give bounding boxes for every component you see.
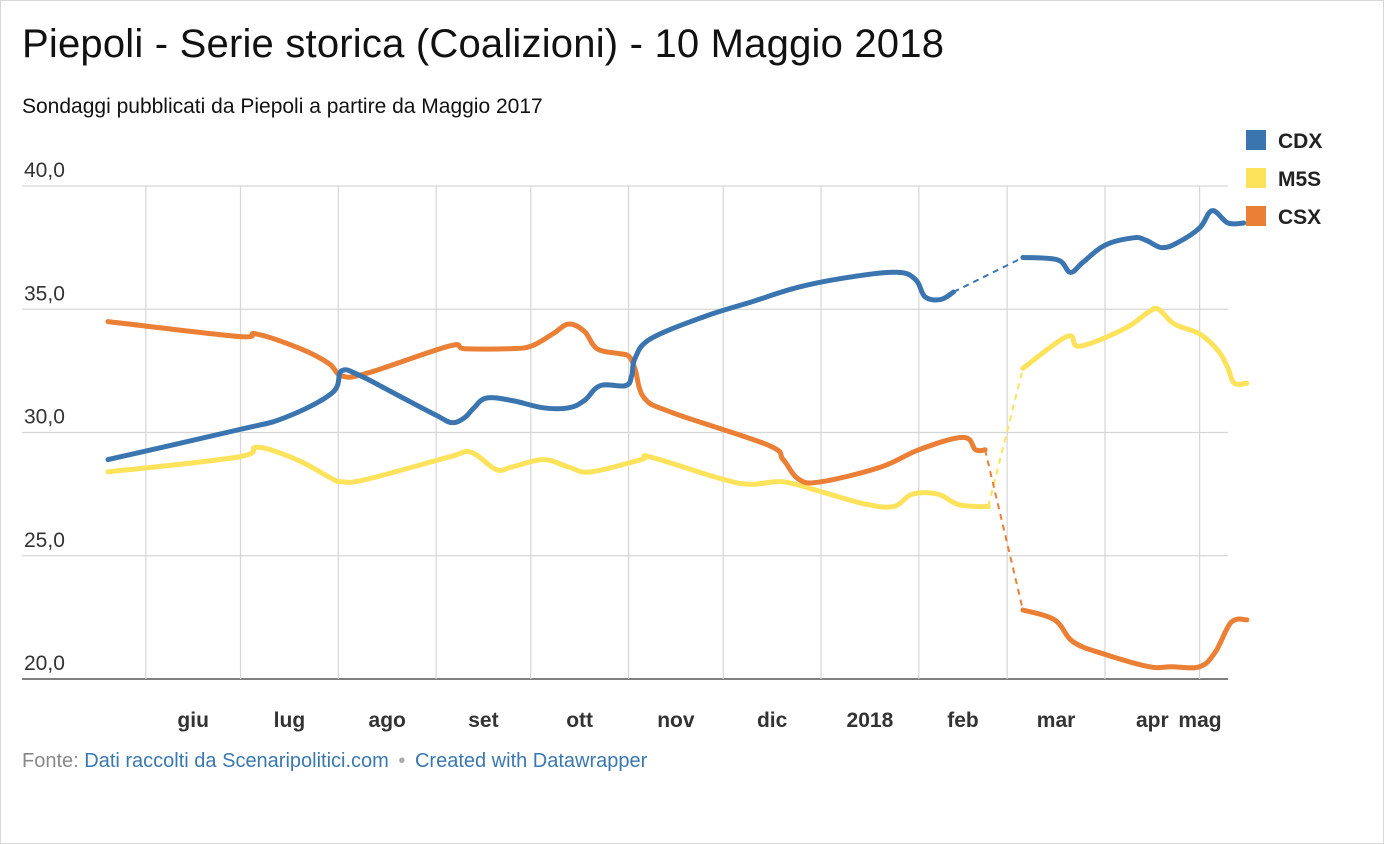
legend-swatch-cdx (1246, 130, 1266, 150)
legend-swatch-m5s (1246, 168, 1266, 188)
y-tick-labels: 20,0 25,0 30,0 35,0 40,0 (24, 159, 65, 675)
legend: CDX M5S CSX (1246, 130, 1322, 229)
x-tick-label: 2018 (847, 709, 894, 732)
footer-separator: • (398, 750, 406, 772)
chart-subtitle: Sondaggi pubblicati da Piepoli a partire… (22, 95, 543, 118)
source-label: Fonte: (22, 750, 79, 772)
chart-title: Piepoli - Serie storica (Coalizioni) - 1… (22, 22, 945, 66)
x-tick-label: giu (177, 709, 209, 732)
x-tick-label: mag (1178, 709, 1221, 732)
source-link[interactable]: Dati raccolti da Scenaripolitici.com (84, 750, 389, 772)
series-csx (105, 319, 1250, 671)
x-tick-label: apr (1136, 709, 1169, 732)
series-gap-cdx (953, 256, 1024, 293)
series-cdx (105, 208, 1247, 463)
series-line-csx-before (105, 319, 988, 486)
series-line-cdx-before (105, 269, 956, 463)
y-tick-label: 20,0 (24, 652, 65, 675)
x-tick-label: ott (566, 709, 593, 732)
series-line-csx-after (1020, 607, 1250, 671)
legend-label-cdx: CDX (1278, 130, 1322, 153)
series-gap-csx (984, 449, 1024, 611)
series-lines (105, 208, 1250, 671)
x-gridlines (145, 186, 1201, 679)
x-tick-label: ago (369, 709, 406, 732)
y-tick-label: 30,0 (24, 406, 65, 429)
legend-label-csx: CSX (1278, 206, 1321, 229)
series-line-m5s-after (1020, 305, 1250, 387)
x-tick-label: feb (947, 709, 979, 732)
x-tick-label: nov (657, 709, 695, 732)
x-tick-label: set (468, 709, 498, 732)
legend-label-m5s: M5S (1278, 168, 1321, 191)
y-tick-label: 40,0 (24, 159, 65, 182)
series-line-cdx-after (1020, 208, 1247, 275)
y-tick-label: 35,0 (24, 282, 65, 305)
datawrapper-link[interactable]: Created with Datawrapper (414, 750, 648, 772)
x-tick-labels: giu lug ago set ott nov dic 2018 feb mar apr mag (177, 709, 1221, 732)
x-tick-label: lug (274, 709, 306, 732)
footer: Fonte: Dati raccolti da Scenaripolitici.… (22, 750, 647, 773)
x-tick-label: dic (757, 709, 788, 732)
legend-swatch-csx (1246, 206, 1266, 226)
x-tick-label: mar (1037, 709, 1076, 732)
y-tick-label: 25,0 (24, 529, 65, 552)
series-line-m5s-before (105, 444, 991, 510)
